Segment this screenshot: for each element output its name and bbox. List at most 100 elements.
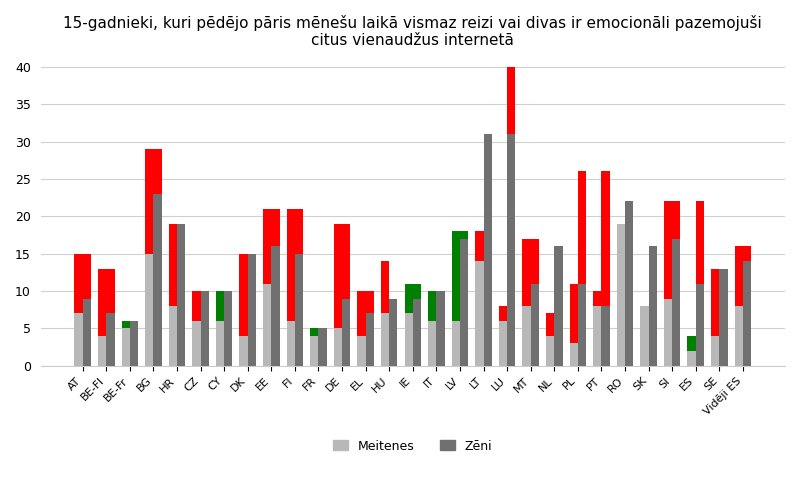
Bar <box>522 239 530 366</box>
Bar <box>602 306 610 366</box>
Bar <box>428 291 436 366</box>
Bar <box>696 201 704 366</box>
Bar <box>405 314 413 366</box>
Bar <box>366 314 374 366</box>
Bar <box>130 321 138 366</box>
Bar <box>130 321 138 366</box>
Bar <box>390 299 398 366</box>
Bar <box>201 291 209 366</box>
Bar <box>625 201 634 366</box>
Bar <box>381 261 390 366</box>
Bar <box>342 299 350 366</box>
Bar <box>239 336 248 366</box>
Bar <box>177 224 186 366</box>
Bar <box>145 149 154 366</box>
Bar <box>570 284 578 366</box>
Bar <box>286 321 295 366</box>
Bar <box>216 321 224 366</box>
Bar <box>286 209 295 366</box>
Bar <box>224 291 233 366</box>
Bar <box>82 299 91 366</box>
Bar <box>295 253 303 366</box>
Bar <box>413 299 421 366</box>
Bar <box>719 268 727 366</box>
Bar <box>390 299 398 366</box>
Bar <box>554 246 562 366</box>
Bar <box>122 321 130 366</box>
Bar <box>358 336 366 366</box>
Bar <box>342 224 350 366</box>
Bar <box>177 224 186 366</box>
Bar <box>334 329 342 366</box>
Bar <box>664 201 672 366</box>
Bar <box>617 224 625 366</box>
Legend: Meitenes, Zēni: Meitenes, Zēni <box>328 434 498 458</box>
Bar <box>649 246 657 366</box>
Bar <box>578 284 586 366</box>
Bar <box>711 268 719 366</box>
Bar <box>743 246 751 366</box>
Bar <box>436 291 445 366</box>
Bar <box>593 291 602 366</box>
Bar <box>248 253 256 366</box>
Bar <box>734 246 743 366</box>
Bar <box>295 209 303 366</box>
Bar <box>452 321 460 366</box>
Bar <box>530 284 539 366</box>
Bar <box>192 291 201 366</box>
Bar <box>617 224 625 366</box>
Bar <box>649 246 657 366</box>
Bar <box>696 284 704 366</box>
Bar <box>672 239 681 366</box>
Bar <box>546 336 554 366</box>
Bar <box>239 253 248 366</box>
Bar <box>263 284 271 366</box>
Bar <box>507 67 515 366</box>
Bar <box>460 231 468 366</box>
Bar <box>154 149 162 366</box>
Bar <box>192 321 201 366</box>
Bar <box>381 314 390 366</box>
Bar <box>405 284 413 366</box>
Bar <box>310 329 318 366</box>
Bar <box>664 299 672 366</box>
Bar <box>711 336 719 366</box>
Bar <box>672 201 681 366</box>
Bar <box>310 336 318 366</box>
Bar <box>318 329 326 366</box>
Bar <box>263 209 271 366</box>
Bar <box>106 268 114 366</box>
Bar <box>530 239 539 366</box>
Bar <box>358 291 366 366</box>
Bar <box>413 284 421 366</box>
Bar <box>82 253 91 366</box>
Bar <box>483 134 492 366</box>
Bar <box>74 314 82 366</box>
Bar <box>122 329 130 366</box>
Bar <box>475 231 483 366</box>
Bar <box>734 306 743 366</box>
Bar <box>224 291 233 366</box>
Bar <box>334 224 342 366</box>
Bar <box>578 171 586 366</box>
Bar <box>366 291 374 366</box>
Bar <box>499 306 507 366</box>
Bar <box>593 306 602 366</box>
Bar <box>499 321 507 366</box>
Title: 15-gadnieki, kuri pēdējo pāris mēnešu laikā vismaz reizi vai divas ir emocionāli: 15-gadnieki, kuri pēdējo pāris mēnešu la… <box>63 15 762 48</box>
Bar <box>554 246 562 366</box>
Bar <box>640 306 649 366</box>
Bar <box>98 336 106 366</box>
Bar <box>570 343 578 366</box>
Bar <box>145 253 154 366</box>
Bar <box>201 291 209 366</box>
Bar <box>271 209 279 366</box>
Bar <box>640 306 649 366</box>
Bar <box>625 201 634 366</box>
Bar <box>271 246 279 366</box>
Bar <box>475 261 483 366</box>
Bar <box>483 134 492 366</box>
Bar <box>169 224 177 366</box>
Bar <box>546 314 554 366</box>
Bar <box>687 351 696 366</box>
